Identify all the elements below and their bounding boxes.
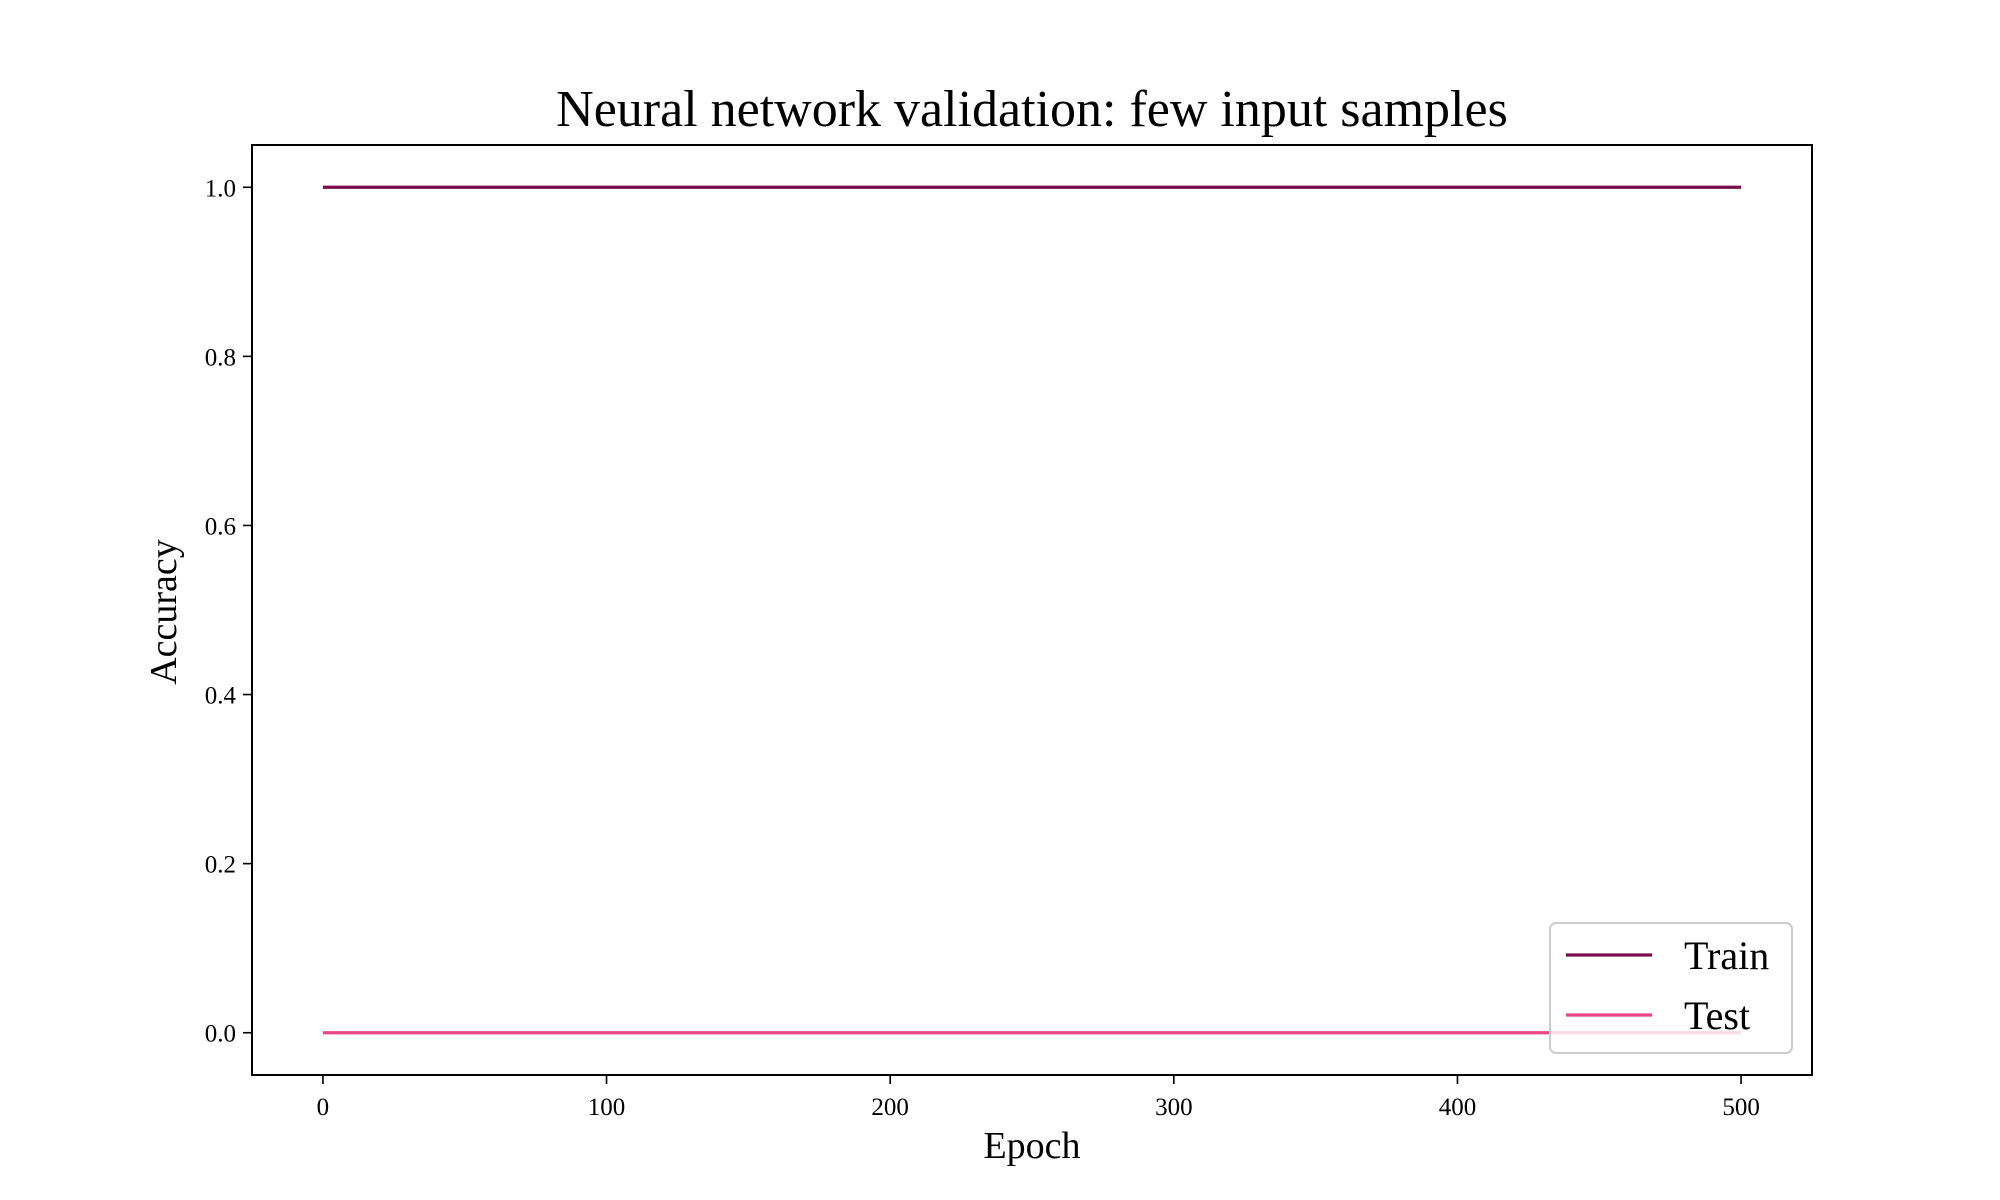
- x-tick-label: 200: [871, 1094, 909, 1121]
- legend-label-test: Test: [1684, 993, 1750, 1038]
- x-tick-label: 100: [588, 1094, 626, 1121]
- y-axis-label: Accuracy: [143, 539, 185, 685]
- plot-frame: [251, 144, 1813, 1076]
- x-tick-label: 400: [1439, 1094, 1477, 1121]
- legend: Train Test: [1549, 922, 1793, 1054]
- y-tick-label: 0.4: [205, 683, 237, 710]
- plot-area: 0 100 200 300 400 500 0.0 0.2 0.4 0.6 0.8 1.0: [205, 144, 1813, 1121]
- legend-label-train: Train: [1684, 933, 1769, 978]
- x-tick-label: 300: [1155, 1094, 1193, 1121]
- y-tick-label: 0.2: [205, 852, 236, 879]
- x-tick-label: 500: [1722, 1094, 1760, 1121]
- x-axis-label: Epoch: [983, 1125, 1080, 1167]
- y-tick-label: 0.8: [205, 344, 236, 371]
- y-tick-label: 1.0: [205, 175, 236, 202]
- chart-title: Neural network validation: few input sam…: [556, 81, 1508, 138]
- x-tick-label: 0: [317, 1094, 330, 1121]
- y-tick-label: 0.6: [205, 513, 236, 540]
- y-tick-label: 0.0: [205, 1021, 236, 1048]
